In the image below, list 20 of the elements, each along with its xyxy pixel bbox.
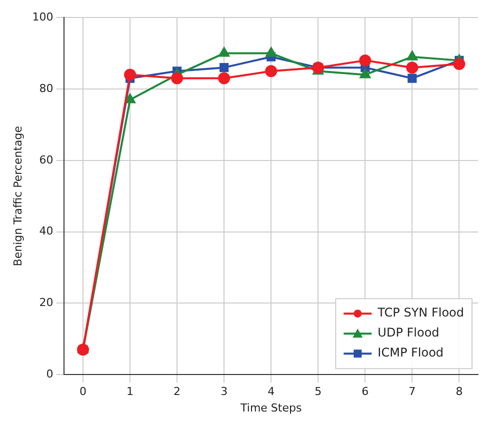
y-tick-label: 60: [39, 153, 54, 166]
x-tick-label: 3: [220, 385, 228, 398]
x-tick-label: 8: [456, 385, 463, 398]
y-tick-label: 80: [39, 82, 54, 95]
x-tick-label: 6: [362, 385, 369, 398]
legend-label: ICMP Flood: [378, 346, 444, 360]
x-tick-label: 1: [126, 385, 134, 398]
x-tick-label: 5: [314, 385, 322, 398]
legend-label: TCP SYN Flood: [376, 306, 464, 320]
legend-label: UDP Flood: [378, 326, 440, 340]
x-axis-title: Time Steps: [239, 401, 302, 414]
x-tick-label: 0: [80, 385, 87, 398]
y-tick-label: 0: [46, 367, 54, 380]
x-tick-label: 4: [268, 385, 275, 398]
y-tick-label: 40: [39, 224, 54, 238]
x-tick-label: 7: [408, 385, 416, 398]
x-tick-label: 2: [174, 385, 181, 398]
y-tick-label: 100: [32, 10, 54, 24]
y-tick-label: 20: [39, 296, 54, 310]
y-axis-title: Benign Traffic Percentage: [11, 126, 24, 266]
